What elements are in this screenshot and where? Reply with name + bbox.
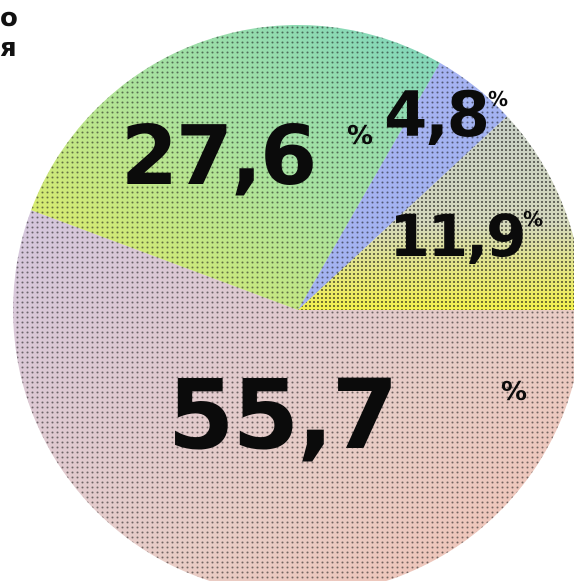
- slice-27-6-texture: [31, 24, 440, 310]
- corner-text-line-2: я: [0, 33, 17, 63]
- slice-55-7-value-label: 55,7: [168, 359, 397, 471]
- slice-55-7-percent-sign: %: [501, 377, 527, 407]
- corner-text-line-1: о: [0, 3, 18, 33]
- slice-4-8-texture: [298, 62, 507, 310]
- slice-11-9-percent-sign: %: [523, 207, 543, 231]
- slice-11-9-value-label: 11,9: [389, 202, 524, 270]
- slice-4-8-value-label: 4,8: [384, 78, 488, 151]
- slice-55-7-texture: [13, 210, 574, 581]
- slice-27-6-percent-sign: %: [347, 121, 373, 151]
- slice-11-9-texture: [298, 116, 574, 310]
- slice-27-6-value-label: 27,6: [121, 109, 315, 204]
- slice-4-8-percent-sign: %: [488, 87, 508, 111]
